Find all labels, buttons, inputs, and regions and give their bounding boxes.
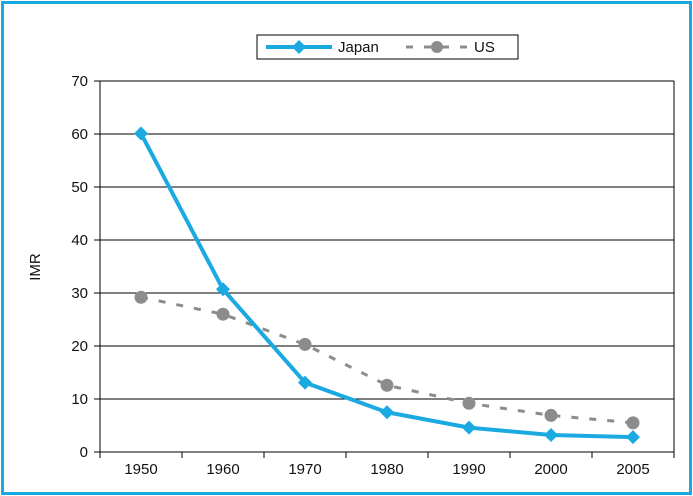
point-japan-1950 [134, 126, 148, 141]
y-tick-label-40: 40 [71, 232, 88, 249]
x-tick-label-1980: 1980 [370, 461, 403, 478]
point-japan-1980 [380, 405, 394, 420]
point-japan-1960 [216, 282, 230, 297]
x-tick-label-1990: 1990 [452, 461, 485, 478]
y-tick-label-20: 20 [71, 338, 88, 355]
y-tick-label-0: 0 [80, 444, 88, 461]
x-tick-label-1950: 1950 [124, 461, 157, 478]
y-axis-title: IMR [27, 253, 44, 281]
x-tick-label-2000: 2000 [534, 461, 567, 478]
point-japan-1970 [298, 375, 312, 390]
y-tick-label-60: 60 [71, 126, 88, 143]
y-tick-label-30: 30 [71, 285, 88, 302]
point-us-1990 [462, 396, 476, 410]
y-tick-label-10: 10 [71, 391, 88, 408]
point-us-2000 [544, 408, 558, 422]
point-us-1960 [216, 307, 230, 321]
legend-japan-label: Japan [338, 39, 379, 56]
x-tick-label-1970: 1970 [288, 461, 321, 478]
legend-japan-marker [292, 40, 306, 54]
plot-area: 0 10 20 30 40 50 60 70 1950 1960 1970 1980 1990 2000 2… [71, 73, 675, 478]
point-us-2005 [626, 416, 640, 430]
point-us-1970 [298, 337, 312, 351]
legend-us-label: US [474, 39, 495, 56]
legend: Japan US [256, 34, 519, 60]
y-tick-label-70: 70 [71, 73, 88, 90]
point-us-1950 [134, 290, 148, 304]
x-tick-label-2005: 2005 [616, 461, 649, 478]
point-japan-1990 [462, 420, 476, 435]
point-japan-2000 [544, 428, 558, 443]
y-tick-label-50: 50 [71, 179, 88, 196]
legend-us-marker [431, 41, 443, 53]
point-us-1980 [380, 378, 394, 392]
point-japan-2005 [626, 430, 640, 445]
x-tick-label-1960: 1960 [206, 461, 239, 478]
